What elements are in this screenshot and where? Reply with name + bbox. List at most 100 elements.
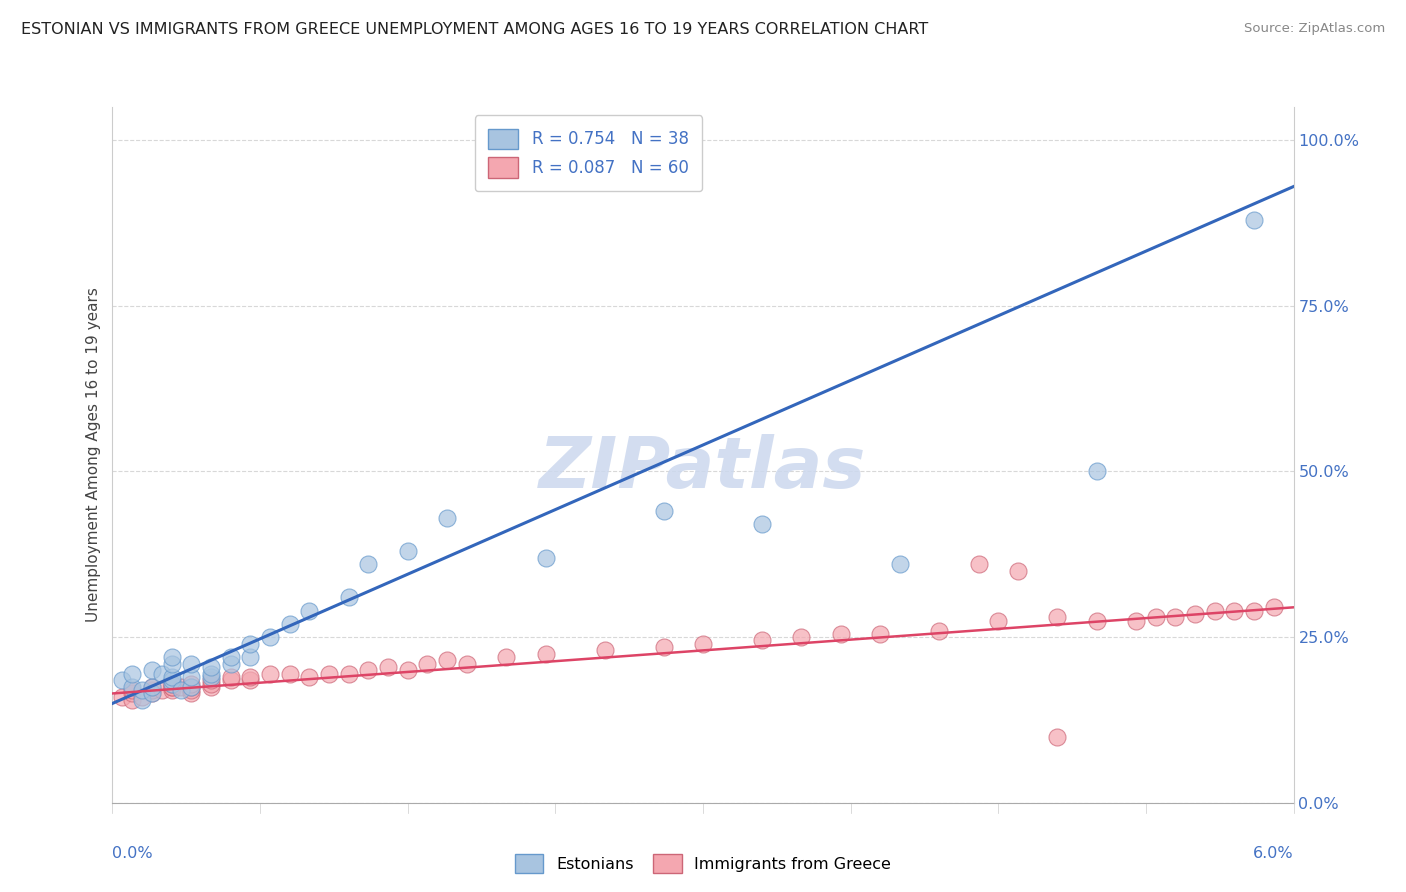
Point bbox=[830, 627, 852, 641]
Point bbox=[396, 663, 419, 677]
Point bbox=[219, 670, 242, 684]
Point bbox=[1085, 614, 1108, 628]
Point bbox=[692, 637, 714, 651]
Point bbox=[239, 650, 262, 665]
Point bbox=[200, 680, 222, 694]
Point bbox=[790, 630, 813, 644]
Point bbox=[141, 683, 163, 698]
Point bbox=[170, 680, 193, 694]
Point bbox=[180, 686, 202, 700]
Point bbox=[121, 693, 143, 707]
Point bbox=[298, 670, 321, 684]
Point bbox=[436, 511, 458, 525]
Point bbox=[239, 673, 262, 688]
Point bbox=[1144, 610, 1167, 624]
Point bbox=[160, 650, 183, 665]
Point bbox=[1085, 465, 1108, 479]
Point bbox=[111, 690, 134, 704]
Point bbox=[170, 683, 193, 698]
Point bbox=[200, 660, 222, 674]
Point bbox=[160, 683, 183, 698]
Point bbox=[534, 550, 557, 565]
Point bbox=[1125, 614, 1147, 628]
Point bbox=[131, 690, 153, 704]
Point bbox=[141, 686, 163, 700]
Point bbox=[357, 663, 380, 677]
Point bbox=[131, 693, 153, 707]
Point bbox=[150, 666, 173, 681]
Point bbox=[1007, 564, 1029, 578]
Point bbox=[259, 666, 281, 681]
Point bbox=[751, 517, 773, 532]
Point bbox=[416, 657, 439, 671]
Point bbox=[150, 683, 173, 698]
Point bbox=[200, 676, 222, 690]
Point bbox=[337, 591, 360, 605]
Point bbox=[160, 676, 183, 690]
Point bbox=[131, 683, 153, 698]
Point bbox=[1243, 212, 1265, 227]
Text: ESTONIAN VS IMMIGRANTS FROM GREECE UNEMPLOYMENT AMONG AGES 16 TO 19 YEARS CORREL: ESTONIAN VS IMMIGRANTS FROM GREECE UNEMP… bbox=[21, 22, 928, 37]
Y-axis label: Unemployment Among Ages 16 to 19 years: Unemployment Among Ages 16 to 19 years bbox=[86, 287, 101, 623]
Point bbox=[298, 604, 321, 618]
Point bbox=[111, 673, 134, 688]
Point bbox=[278, 616, 301, 631]
Point bbox=[121, 683, 143, 698]
Point bbox=[121, 686, 143, 700]
Point bbox=[652, 504, 675, 518]
Point bbox=[1223, 604, 1246, 618]
Point bbox=[534, 647, 557, 661]
Point bbox=[180, 657, 202, 671]
Point bbox=[337, 666, 360, 681]
Point bbox=[928, 624, 950, 638]
Point bbox=[180, 670, 202, 684]
Point bbox=[751, 633, 773, 648]
Point bbox=[318, 666, 340, 681]
Point bbox=[160, 673, 183, 688]
Point bbox=[141, 680, 163, 694]
Point bbox=[357, 558, 380, 572]
Point bbox=[259, 630, 281, 644]
Point bbox=[141, 680, 163, 694]
Point bbox=[1243, 604, 1265, 618]
Point bbox=[436, 653, 458, 667]
Legend: R = 0.754   N = 38, R = 0.087   N = 60: R = 0.754 N = 38, R = 0.087 N = 60 bbox=[475, 115, 702, 191]
Point bbox=[377, 660, 399, 674]
Point bbox=[180, 680, 202, 694]
Point bbox=[239, 670, 262, 684]
Point bbox=[121, 680, 143, 694]
Point bbox=[141, 663, 163, 677]
Point bbox=[967, 558, 990, 572]
Point bbox=[239, 637, 262, 651]
Point bbox=[1046, 730, 1069, 744]
Text: 6.0%: 6.0% bbox=[1253, 846, 1294, 861]
Point bbox=[160, 676, 183, 690]
Point bbox=[1184, 607, 1206, 621]
Point bbox=[1046, 610, 1069, 624]
Point bbox=[652, 640, 675, 654]
Point bbox=[889, 558, 911, 572]
Point bbox=[396, 544, 419, 558]
Point bbox=[1164, 610, 1187, 624]
Point bbox=[141, 686, 163, 700]
Point bbox=[495, 650, 517, 665]
Point bbox=[200, 670, 222, 684]
Point bbox=[593, 643, 616, 657]
Point bbox=[180, 683, 202, 698]
Point bbox=[180, 680, 202, 694]
Text: 0.0%: 0.0% bbox=[112, 846, 153, 861]
Point bbox=[1204, 604, 1226, 618]
Text: ZIPatlas: ZIPatlas bbox=[540, 434, 866, 503]
Point bbox=[200, 666, 222, 681]
Point bbox=[219, 650, 242, 665]
Point bbox=[160, 657, 183, 671]
Point bbox=[456, 657, 478, 671]
Point bbox=[219, 673, 242, 688]
Point bbox=[219, 657, 242, 671]
Point bbox=[278, 666, 301, 681]
Point bbox=[180, 676, 202, 690]
Point bbox=[869, 627, 891, 641]
Point bbox=[160, 680, 183, 694]
Point bbox=[200, 673, 222, 688]
Legend: Estonians, Immigrants from Greece: Estonians, Immigrants from Greece bbox=[509, 847, 897, 880]
